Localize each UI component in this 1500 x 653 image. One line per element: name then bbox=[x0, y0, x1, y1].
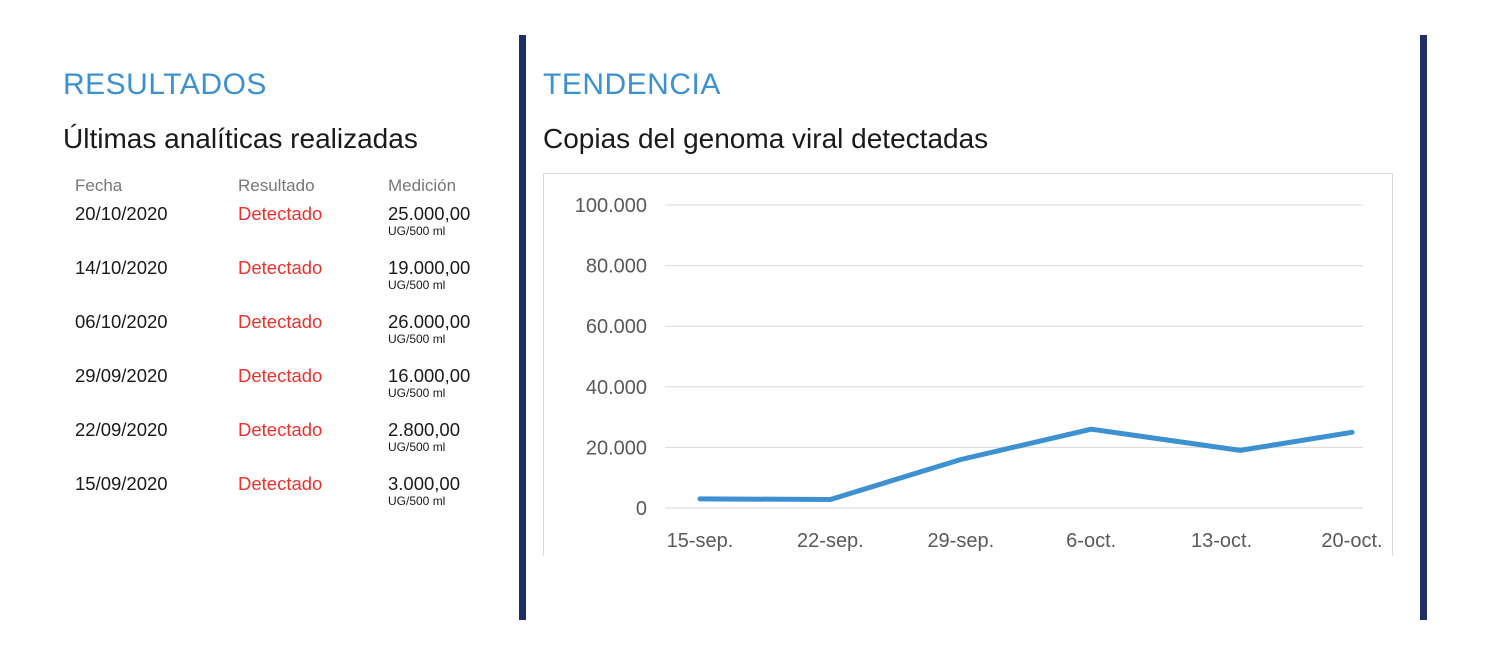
header-date: Fecha bbox=[75, 176, 123, 195]
y-tick-label: 60.000 bbox=[586, 316, 647, 338]
row-measure-value: 2.800,00 bbox=[388, 419, 461, 440]
row-measure-value: 19.000,00 bbox=[388, 257, 471, 278]
row-measure: 2.800,00 UG/500 ml bbox=[388, 419, 460, 454]
row-date: 15/09/2020 bbox=[75, 473, 168, 494]
y-tick-label: 80.000 bbox=[586, 256, 647, 278]
row-measure-unit: UG/500 ml bbox=[388, 332, 446, 346]
row-result: Detectado bbox=[238, 311, 323, 332]
row-measure: 16.000,00 UG/500 ml bbox=[388, 365, 470, 400]
table-row: 15/09/2020 Detectado 3.000,00 UG/500 ml bbox=[75, 473, 495, 527]
row-measure-value: 16.000,00 bbox=[388, 365, 471, 386]
trend-title: TENDENCIA bbox=[543, 68, 721, 101]
results-title: RESULTADOS bbox=[63, 68, 267, 101]
row-result: Detectado bbox=[238, 419, 323, 440]
row-measure: 3.000,00 UG/500 ml bbox=[388, 473, 460, 508]
results-subtitle: Últimas analíticas realizadas bbox=[63, 123, 418, 154]
row-result: Detectado bbox=[238, 365, 323, 386]
x-tick-label: 13-oct. bbox=[1191, 530, 1252, 552]
table-row: 14/10/2020 Detectado 19.000,00 UG/500 ml bbox=[75, 257, 495, 311]
row-measure-unit: UG/500 ml bbox=[388, 386, 446, 400]
right-divider bbox=[1420, 35, 1427, 620]
row-result: Detectado bbox=[238, 203, 323, 224]
results-table-header: Fecha Resultado Medición bbox=[75, 176, 495, 203]
series-line bbox=[697, 426, 1355, 502]
row-measure: 19.000,00 UG/500 ml bbox=[388, 257, 470, 292]
y-tick-label: 100.000 bbox=[575, 195, 647, 217]
y-tick-label: 40.000 bbox=[586, 377, 647, 399]
row-date: 06/10/2020 bbox=[75, 311, 168, 332]
row-measure-value: 25.000,00 bbox=[388, 203, 471, 224]
row-measure-unit: UG/500 ml bbox=[388, 224, 446, 238]
row-date: 22/09/2020 bbox=[75, 419, 168, 440]
row-date: 20/10/2020 bbox=[75, 203, 168, 224]
row-measure-unit: UG/500 ml bbox=[388, 494, 446, 508]
table-row: 22/09/2020 Detectado 2.800,00 UG/500 ml bbox=[75, 419, 495, 473]
y-tick-label: 0 bbox=[636, 498, 647, 520]
row-measure-unit: UG/500 ml bbox=[388, 440, 446, 454]
row-result: Detectado bbox=[238, 473, 323, 494]
trend-chart-frame bbox=[543, 173, 1393, 556]
row-date: 29/09/2020 bbox=[75, 365, 168, 386]
left-divider bbox=[519, 35, 526, 620]
x-tick-label: 15-sep. bbox=[667, 530, 734, 552]
row-date: 14/10/2020 bbox=[75, 257, 168, 278]
table-row: 29/09/2020 Detectado 16.000,00 UG/500 ml bbox=[75, 365, 495, 419]
row-measure-value: 26.000,00 bbox=[388, 311, 471, 332]
table-row: 06/10/2020 Detectado 26.000,00 UG/500 ml bbox=[75, 311, 495, 365]
row-measure-value: 3.000,00 bbox=[388, 473, 461, 494]
x-tick-label: 29-sep. bbox=[927, 530, 994, 552]
results-table: Fecha Resultado Medición 20/10/2020 Dete… bbox=[75, 176, 495, 527]
row-measure: 26.000,00 UG/500 ml bbox=[388, 311, 470, 346]
row-result: Detectado bbox=[238, 257, 323, 278]
x-tick-label: 6-oct. bbox=[1066, 530, 1116, 552]
row-measure: 25.000,00 UG/500 ml bbox=[388, 203, 470, 238]
row-measure-unit: UG/500 ml bbox=[388, 278, 446, 292]
header-measure: Medición bbox=[388, 176, 457, 195]
x-tick-label: 20-oct. bbox=[1321, 530, 1382, 552]
trend-subtitle: Copias del genoma viral detectadas bbox=[543, 123, 989, 154]
y-tick-label: 20.000 bbox=[586, 437, 647, 459]
x-tick-label: 22-sep. bbox=[797, 530, 864, 552]
table-row: 20/10/2020 Detectado 25.000,00 UG/500 ml bbox=[75, 203, 495, 257]
header-result: Resultado bbox=[238, 176, 315, 195]
